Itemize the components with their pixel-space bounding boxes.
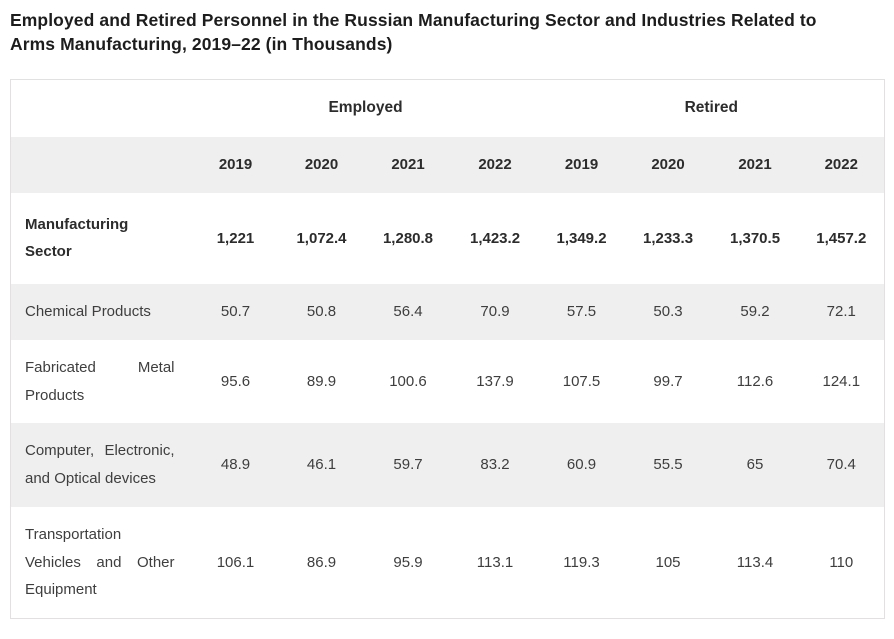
table-row-transportation-vehicles: Transportation Vehicles and Other Equipm… <box>10 506 885 619</box>
row-label: Chemical Products <box>25 303 151 321</box>
value-cell: 56.4 <box>393 303 423 321</box>
year-header-retired-2019: 2019 <box>564 155 599 173</box>
row-label: Manufacturing Sector <box>25 215 129 261</box>
value-cell: 99.7 <box>653 372 683 390</box>
group-header-retired: Retired <box>684 99 738 117</box>
value-cell: 107.5 <box>562 372 601 390</box>
value-cell: 86.9 <box>306 553 337 571</box>
year-header-retired-2021: 2021 <box>738 155 772 173</box>
value-cell: 1,221 <box>216 229 255 247</box>
value-cell: 1,280.8 <box>382 229 434 247</box>
value-cell: 1,423.2 <box>469 229 521 247</box>
value-cell: 70.4 <box>826 456 856 474</box>
value-cell: 106.1 <box>216 553 255 571</box>
personnel-table: Employed Retired 2019 2020 2021 2022 201… <box>10 79 886 620</box>
value-cell: 89.9 <box>306 372 337 390</box>
value-cell: 50.3 <box>653 303 683 321</box>
value-cell: 113.1 <box>476 553 514 571</box>
value-cell: 113.4 <box>736 553 774 571</box>
year-header-employed-2022: 2022 <box>478 155 512 173</box>
year-header-row: 2019 2020 2021 2022 2019 2020 2021 2022 <box>10 136 885 193</box>
value-cell: 46.1 <box>306 456 337 474</box>
table-row-computer-electronic-optical: Computer, Electronic, and Optical device… <box>10 423 885 507</box>
value-cell: 1,072.4 <box>296 229 347 247</box>
table-row-chemical-products: Chemical Products 50.7 50.8 56.4 70.9 57… <box>10 284 885 340</box>
value-cell: 1,457.2 <box>816 229 867 247</box>
value-cell: 72.1 <box>826 303 856 321</box>
value-cell: 59.2 <box>740 303 770 321</box>
group-header-employed: Employed <box>328 99 403 117</box>
value-cell: 119.3 <box>563 553 600 571</box>
year-header-employed-2021: 2021 <box>391 155 425 173</box>
value-cell: 1,233.3 <box>642 229 694 247</box>
value-cell: 110 <box>829 553 854 571</box>
value-cell: 50.8 <box>306 303 337 321</box>
table-row-manufacturing-sector: Manufacturing Sector 1,221 1,072.4 1,280… <box>10 192 885 285</box>
value-cell: 83.2 <box>480 456 510 474</box>
value-cell: 60.9 <box>566 456 597 474</box>
value-cell: 1,349.2 <box>556 229 607 247</box>
page-title: Employed and Retired Personnel in the Ru… <box>10 10 817 55</box>
value-cell: 95.6 <box>220 372 251 390</box>
value-cell: 137.9 <box>476 372 514 390</box>
value-cell: 55.5 <box>653 456 683 474</box>
value-cell: 100.6 <box>389 372 427 390</box>
row-label: Computer, Electronic, and Optical device… <box>25 442 175 488</box>
corner-cell-years <box>11 137 193 193</box>
value-cell: 124.1 <box>822 372 861 390</box>
group-header-row: Employed Retired <box>10 79 885 137</box>
value-cell: 70.9 <box>480 303 510 321</box>
value-cell: 65 <box>746 456 764 474</box>
year-header-retired-2022: 2022 <box>824 155 858 173</box>
value-cell: 112.6 <box>736 372 774 390</box>
year-header-employed-2020: 2020 <box>304 155 339 173</box>
corner-cell-top <box>11 80 193 137</box>
value-cell: 48.9 <box>220 456 251 474</box>
value-cell: 57.5 <box>566 303 597 321</box>
year-header-retired-2020: 2020 <box>651 155 685 173</box>
row-label: Fabricated Metal Products <box>25 358 175 404</box>
year-header-employed-2019: 2019 <box>218 155 253 173</box>
value-cell: 1,370.5 <box>729 229 781 247</box>
row-label: Transportation Vehicles and Other Equipm… <box>25 525 175 599</box>
table-row-fabricated-metal-products: Fabricated Metal Products 95.6 89.9 100.… <box>10 339 885 424</box>
value-cell: 59.7 <box>393 456 423 474</box>
value-cell: 95.9 <box>393 553 423 571</box>
value-cell: 105 <box>655 553 681 571</box>
value-cell: 50.7 <box>220 303 251 321</box>
